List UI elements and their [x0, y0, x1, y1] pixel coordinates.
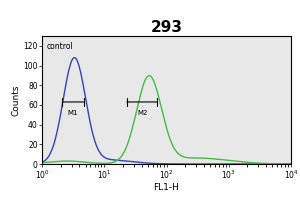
Text: M2: M2 — [137, 110, 147, 116]
Text: control: control — [47, 42, 74, 51]
Y-axis label: Counts: Counts — [12, 84, 21, 116]
Text: M1: M1 — [68, 110, 78, 116]
Title: 293: 293 — [151, 20, 182, 35]
X-axis label: FL1-H: FL1-H — [154, 183, 179, 192]
